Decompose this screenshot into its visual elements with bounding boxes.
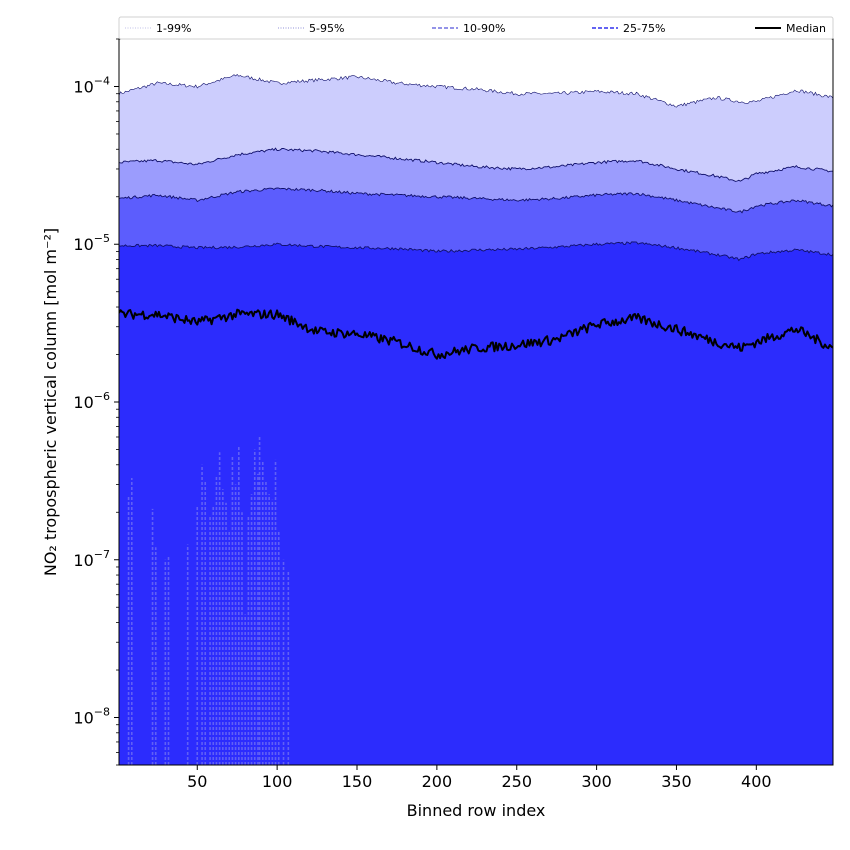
x-tick-label: 400 [741,772,772,791]
y-axis: 10−8 10−7 10−6 10−5 10−4 [73,38,119,766]
y-tick-label: 10−8 [73,706,110,728]
x-tick-label: 350 [661,772,692,791]
percentile-line-95 [119,147,833,182]
x-tick-label: 50 [187,772,207,791]
band-25-75-area [119,241,833,765]
legend-label: 1-99% [156,22,191,35]
plot-area [119,73,833,765]
percentile-line-99 [119,73,833,108]
x-tick-label: 300 [581,772,612,791]
median-line [119,308,833,360]
legend: 1-99% 5-95% 10-90% 25-75% Median [118,16,834,40]
x-axis-label: Binned row index [407,801,546,820]
y-tick-label: 10−7 [73,548,110,570]
x-tick-label: 150 [342,772,373,791]
legend-label: 25-75% [623,22,665,35]
legend-label: Median [786,22,826,35]
x-tick-label: 250 [501,772,532,791]
y-tick-label: 10−6 [73,390,110,412]
legend-label: 5-95% [309,22,344,35]
legend-box [118,16,834,40]
percentile-line-90 [119,187,833,214]
x-tick-label: 200 [422,772,453,791]
y-tick-label: 10−5 [73,232,110,254]
x-axis: 50 100 150 200 250 300 350 400 [187,765,772,791]
x-tick-label: 100 [262,772,293,791]
y-axis-label: NO₂ tropospheric vertical column [mol m⁻… [41,228,60,576]
legend-label: 10-90% [463,22,505,35]
y-tick-label: 10−4 [73,74,110,96]
percentile-line-75 [119,241,833,262]
